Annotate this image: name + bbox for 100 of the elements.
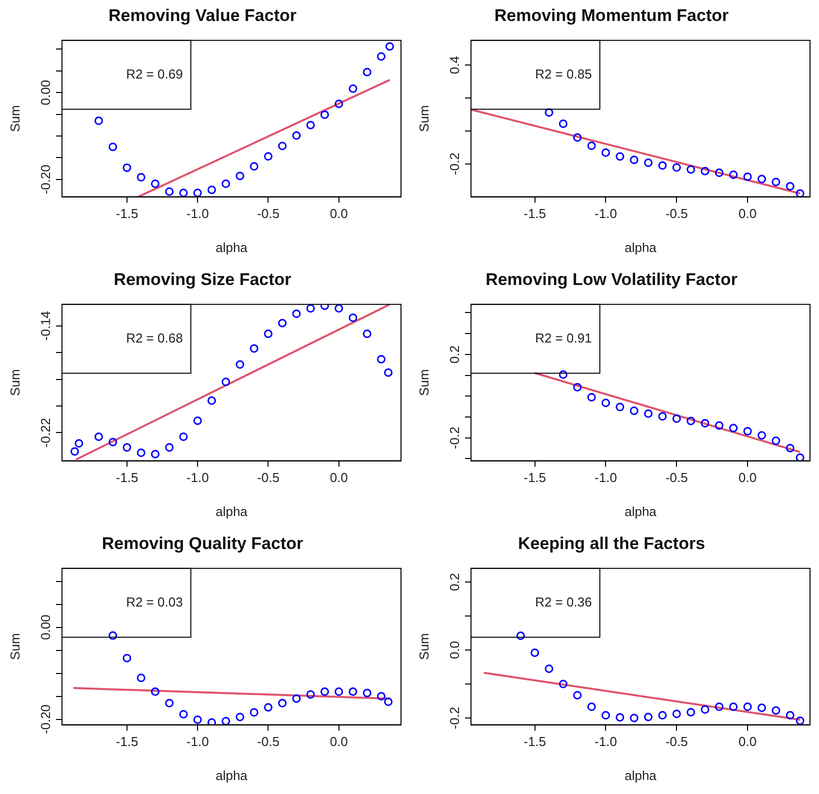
x-tick-label: -1.0 [186,206,209,222]
chart-title: Removing Value Factor [108,6,297,25]
point [602,711,610,720]
point [334,687,344,696]
y-tick-label: -0.2 [447,426,462,450]
point [686,416,696,426]
x-tick-label: 0.0 [738,206,757,222]
point [658,161,667,170]
point [758,704,766,712]
point [193,715,202,724]
point [729,170,738,179]
x-tick-label: -1.0 [594,206,617,222]
annotation: R2 = 0.85 [535,66,592,82]
point [264,152,272,161]
y-tick-label: -0.22 [38,418,54,448]
y-tick-label: 0.00 [38,614,54,640]
point [786,711,794,720]
point [672,414,681,423]
point [207,718,216,725]
point [376,354,386,364]
chart-title: Removing Size Factor [114,270,292,289]
point [122,443,132,452]
point [320,110,329,119]
y-tick-label: -0.2 [447,152,462,176]
x-tick-label: -1.0 [594,734,617,750]
x-tick-label: -1.0 [186,470,209,486]
point [278,698,287,708]
x-tick-label: 0.0 [330,206,348,222]
point [686,708,696,716]
point [558,119,568,128]
point [714,702,724,712]
point [616,402,624,412]
y-tick-label: 0.0 [447,640,462,660]
point [74,439,84,448]
point [516,631,525,640]
point [236,172,244,180]
point [700,419,710,428]
point [714,421,724,430]
point [207,186,216,194]
point [384,698,393,706]
point [108,438,118,446]
y-axis-title: Sum [7,369,22,396]
point [672,710,681,718]
point [292,131,301,140]
point [573,133,582,142]
point [786,444,794,452]
x-tick-label: -0.5 [257,206,280,222]
point [558,370,568,379]
x-axis-title: alpha [216,240,248,255]
point [193,416,202,425]
x-tick-label: -1.5 [116,470,138,486]
point [729,424,738,432]
x-tick-label: -1.5 [524,206,546,222]
point [644,158,653,167]
point [729,702,738,712]
point [136,173,146,182]
x-tick-label: 0.0 [738,734,757,750]
point [193,188,202,197]
point [602,148,610,157]
y-tick-label: 0.4 [447,56,462,74]
point [179,432,188,441]
point [348,687,358,696]
point [587,392,596,402]
point [222,378,230,386]
point [94,432,103,441]
annotation: R2 = 0.03 [126,594,183,610]
y-axis-title: Sum [416,369,432,396]
point [644,712,653,722]
y-tick-label: -0.2 [447,706,462,730]
point [334,304,344,313]
point [179,710,188,718]
x-tick-label: -0.5 [257,470,280,486]
point [292,310,301,318]
point [630,156,638,164]
x-tick-label: -1.5 [524,734,546,750]
point [150,450,160,458]
point [165,443,174,452]
chart-title: Keeping all the Factors [518,534,706,553]
point [743,172,752,181]
y-axis-title: Sum [416,633,432,660]
x-tick-label: 0.0 [330,734,348,750]
point [320,687,329,696]
point [616,713,624,722]
point [362,688,372,698]
point [122,654,132,662]
point [236,712,244,722]
point [743,426,752,436]
point [385,42,394,51]
x-tick-label: -1.5 [524,470,546,486]
point [165,187,174,196]
x-tick-label: 0.0 [330,470,348,486]
point [236,360,244,369]
chart-title: Removing Low Volatility Factor [486,270,738,289]
point [573,690,582,700]
x-axis-title: alpha [216,504,248,519]
x-tick-label: -0.5 [665,734,688,750]
x-tick-label: -0.5 [257,734,280,750]
point [630,406,638,415]
annotation: R2 = 0.36 [535,594,592,610]
point [796,189,804,197]
